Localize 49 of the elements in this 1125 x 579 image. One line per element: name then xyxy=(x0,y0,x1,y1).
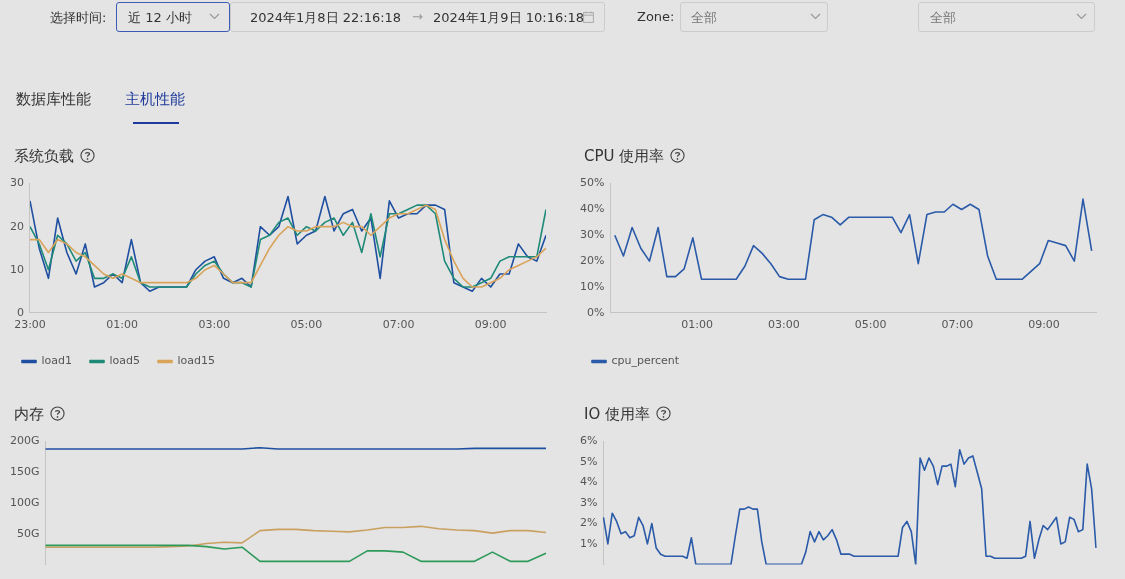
x-tick-label: 09:00 xyxy=(474,318,507,332)
x-tick-label: 05:00 xyxy=(290,318,323,332)
legend-label: load1 xyxy=(41,354,73,368)
y-tick-label: 3% xyxy=(580,495,598,509)
x-tick-label: 23:00 xyxy=(14,318,46,332)
text: 数据库性能 xyxy=(16,90,91,109)
x-tick-label: 01:00 xyxy=(681,318,714,332)
y-tick-label: 10 xyxy=(10,262,24,276)
text: 2024年1月8日 22:16:18 xyxy=(250,9,402,27)
text: 2024年1月9日 10:16:18 xyxy=(433,9,585,27)
y-tick-label: 4% xyxy=(580,475,598,489)
text: 选择时间: xyxy=(50,9,107,27)
y-tick-label: 200G xyxy=(9,434,40,448)
legend-label: load5 xyxy=(109,354,141,368)
chart-title: CPU 使用率 xyxy=(584,147,665,165)
legend-label: load15 xyxy=(177,354,216,368)
x-tick-label: 01:00 xyxy=(106,318,138,332)
y-tick-label: 50G xyxy=(16,526,40,540)
y-tick-label: 20% xyxy=(580,253,605,267)
chart-title: 内存 xyxy=(14,405,44,423)
y-tick-label: 50% xyxy=(580,176,605,190)
y-tick-label: 20 xyxy=(10,219,24,233)
chart-title: IO 使用率 xyxy=(584,405,650,423)
y-tick-label: 6% xyxy=(580,434,598,448)
y-tick-label: 30% xyxy=(580,228,605,242)
text: 全部 xyxy=(691,9,717,27)
y-tick-label: 0% xyxy=(587,305,605,319)
y-tick-label: 40% xyxy=(580,202,605,216)
y-tick-label: 5% xyxy=(580,454,598,468)
legend-label: cpu_percent xyxy=(611,354,680,368)
x-tick-label: 03:00 xyxy=(768,318,800,332)
y-tick-label: 2% xyxy=(580,516,598,530)
y-tick-label: 1% xyxy=(580,536,598,550)
y-tick-label: 100G xyxy=(9,495,40,509)
text: → xyxy=(412,9,423,24)
x-tick-label: 09:00 xyxy=(1028,318,1060,332)
y-tick-label: 150G xyxy=(9,465,40,479)
y-tick-label: 0 xyxy=(17,305,24,319)
y-tick-label: 10% xyxy=(580,279,605,293)
text: 全部 xyxy=(930,9,956,27)
chart-title: 系统负载 xyxy=(14,147,74,165)
text: 主机性能 xyxy=(125,90,185,109)
x-tick-label: 05:00 xyxy=(854,318,887,332)
x-tick-label: 03:00 xyxy=(198,318,231,332)
x-tick-label: 07:00 xyxy=(382,318,415,332)
x-tick-label: 07:00 xyxy=(941,318,974,332)
text: 近 12 小时 xyxy=(128,9,192,27)
text: Zone: xyxy=(637,9,675,24)
y-tick-label: 30 xyxy=(10,176,24,190)
